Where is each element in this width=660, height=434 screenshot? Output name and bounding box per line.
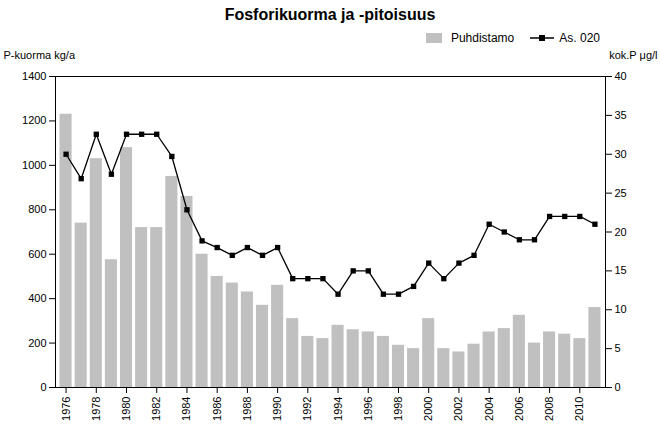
- html-text:As. 020: As. 020: [559, 31, 600, 45]
- svg-text:kok.P μg/l: kok.P μg/l: [609, 49, 657, 61]
- svg-text:1998: 1998: [392, 397, 404, 421]
- svg-text:200: 200: [28, 337, 46, 349]
- svg-text:1400: 1400: [22, 70, 46, 82]
- svg-text:15: 15: [615, 264, 627, 276]
- svg-text:2008: 2008: [543, 397, 555, 421]
- svg-text:2006: 2006: [513, 397, 525, 421]
- svg-text:20: 20: [615, 226, 627, 238]
- svg-text:30: 30: [615, 148, 627, 160]
- svg-text:2002: 2002: [452, 397, 464, 421]
- svg-text:5: 5: [615, 342, 621, 354]
- svg-text:35: 35: [615, 109, 627, 121]
- svg-text:40: 40: [615, 70, 627, 82]
- svg-text:0: 0: [40, 381, 46, 393]
- svg-text:1980: 1980: [120, 397, 132, 421]
- svg-text:25: 25: [615, 187, 627, 199]
- svg-text:600: 600: [28, 248, 46, 260]
- svg-text:1984: 1984: [180, 397, 192, 421]
- svg-text:1994: 1994: [332, 397, 344, 421]
- svg-text:1976: 1976: [60, 397, 72, 421]
- svg-text:400: 400: [28, 292, 46, 304]
- html-text:Puhdistamo: Puhdistamo: [450, 31, 515, 45]
- svg-text:2004: 2004: [483, 397, 495, 421]
- svg-text:2000: 2000: [422, 397, 434, 421]
- svg-text:1200: 1200: [22, 114, 46, 126]
- svg-text:1000: 1000: [22, 159, 46, 171]
- svg-text:1996: 1996: [362, 397, 374, 421]
- svg-text:2010: 2010: [573, 397, 585, 421]
- svg-text:10: 10: [615, 303, 627, 315]
- svg-text:1978: 1978: [90, 397, 102, 421]
- svg-text:P-kuorma kg/a: P-kuorma kg/a: [4, 49, 76, 61]
- svg-text:0: 0: [615, 381, 621, 393]
- svg-text:1992: 1992: [301, 397, 313, 421]
- svg-text:1986: 1986: [211, 397, 223, 421]
- svg-text:1990: 1990: [271, 397, 283, 421]
- html-text:Fosforikuorma ja -pitoisuus: Fosforikuorma ja -pitoisuus: [224, 6, 436, 23]
- svg-text:1988: 1988: [241, 397, 253, 421]
- svg-text:1982: 1982: [150, 397, 162, 421]
- svg-text:800: 800: [28, 203, 46, 215]
